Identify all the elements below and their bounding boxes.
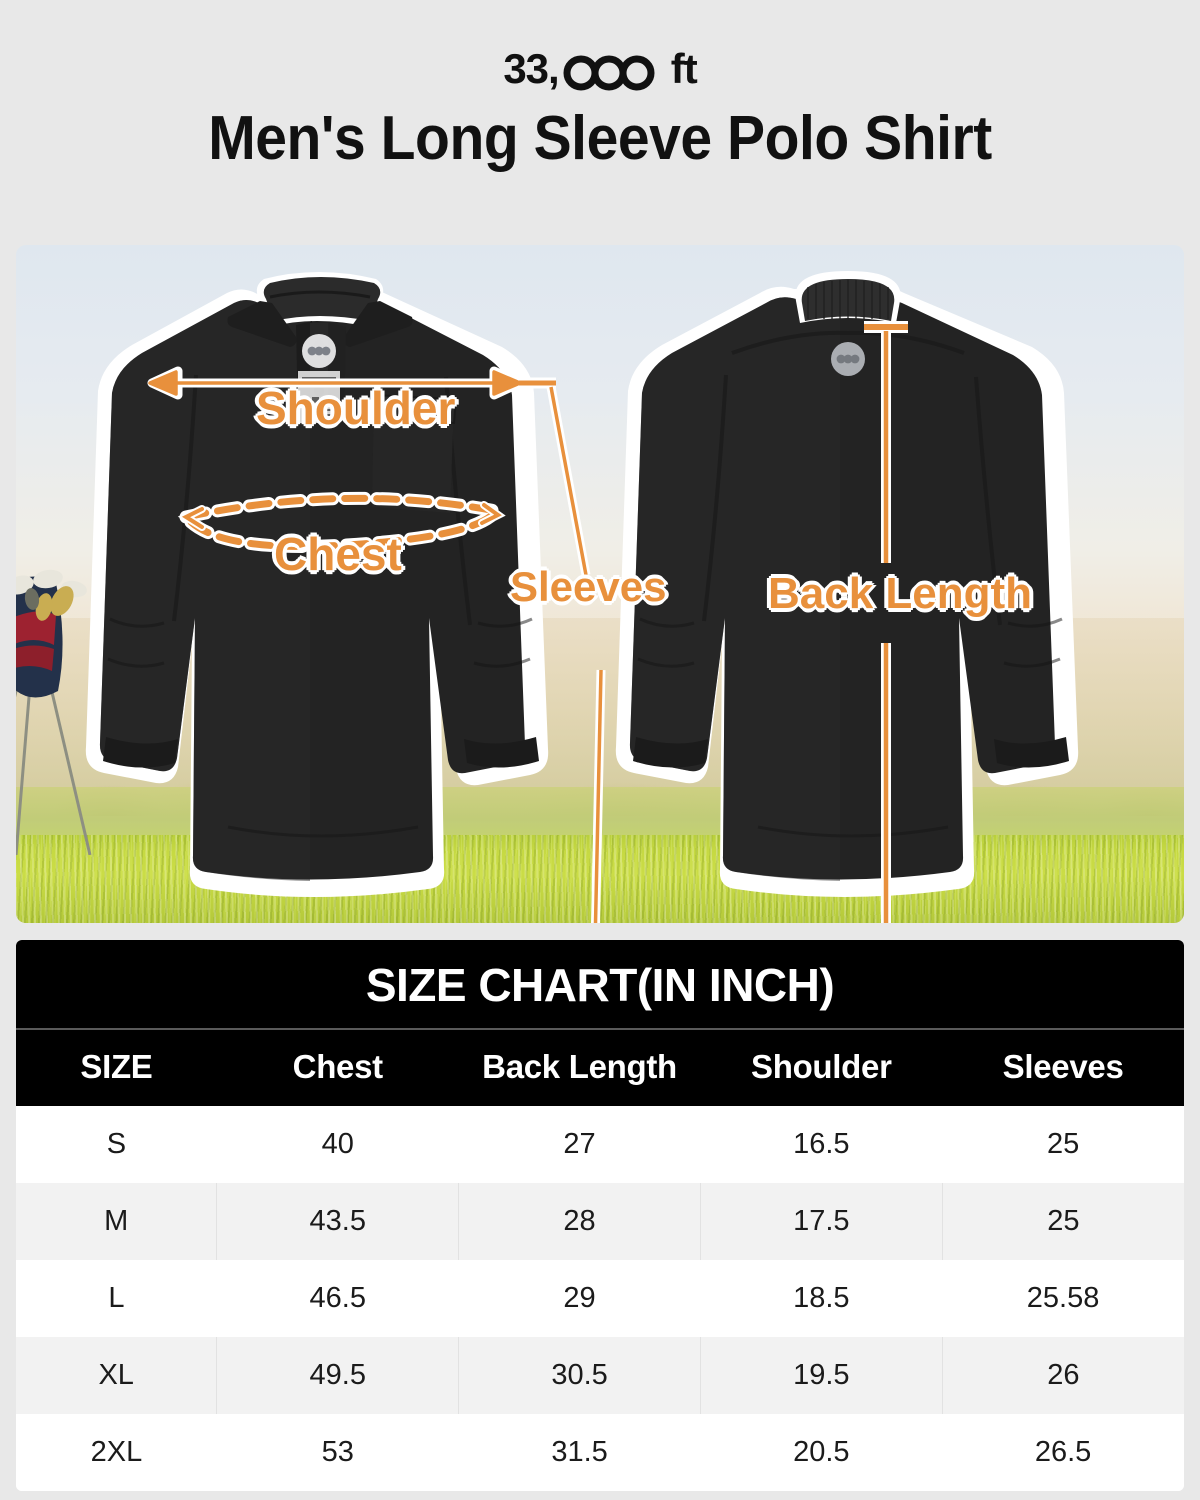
table-row: M 43.5 28 17.5 25 (16, 1183, 1184, 1260)
table-row: 2XL 53 31.5 20.5 26.5 (16, 1414, 1184, 1491)
column-header-sleeves: Sleeves (942, 1028, 1184, 1106)
cell-sleeves: 25 (941, 1183, 1184, 1260)
brand-logo-suffix: ft (670, 45, 698, 92)
cell-chest: 43.5 (216, 1183, 459, 1260)
cell-chest: 49.5 (216, 1337, 459, 1414)
table-row: S 40 27 16.5 25 (16, 1106, 1184, 1183)
column-header-chest: Chest (216, 1028, 459, 1106)
cell-sleeves: 26.5 (942, 1414, 1184, 1491)
table-row: L 46.5 29 18.5 25.58 (16, 1260, 1184, 1337)
cell-chest: 40 (216, 1106, 459, 1183)
size-chart-title: SIZE CHART(IN INCH) (16, 940, 1184, 1028)
cell-back-length: 29 (458, 1260, 701, 1337)
cell-shoulder: 16.5 (700, 1106, 943, 1183)
brand-logo: 33, ft (0, 48, 1200, 96)
cell-shoulder: 18.5 (700, 1260, 943, 1337)
table-row: XL 49.5 30.5 19.5 26 (16, 1337, 1184, 1414)
polo-shirt-front (84, 267, 554, 907)
cell-size: M (16, 1183, 217, 1260)
cell-back-length: 27 (458, 1106, 701, 1183)
cell-sleeves: 26 (941, 1337, 1184, 1414)
cell-back-length: 30.5 (458, 1337, 701, 1414)
size-chart: SIZE CHART(IN INCH) SIZE Chest Back Leng… (16, 940, 1184, 1491)
cell-shoulder: 17.5 (699, 1183, 943, 1260)
column-header-size: SIZE (16, 1028, 217, 1106)
cell-back-length: 28 (458, 1183, 701, 1260)
golf-bag-icon (16, 569, 92, 855)
polo-shirt-back (614, 267, 1084, 907)
cell-sleeves: 25.58 (942, 1260, 1184, 1337)
cell-chest: 53 (216, 1414, 459, 1491)
size-chart-table: SIZE Chest Back Length Shoulder Sleeves … (16, 1028, 1184, 1491)
cell-back-length: 31.5 (458, 1414, 701, 1491)
cell-size: L (16, 1260, 217, 1337)
page-title: Men's Long Sleeve Polo Shirt (208, 104, 992, 173)
brand-logo-zeros-icon (563, 55, 655, 91)
table-header-row: SIZE Chest Back Length Shoulder Sleeves (16, 1028, 1184, 1106)
cell-shoulder: 20.5 (700, 1414, 943, 1491)
column-header-back-length: Back Length (458, 1028, 701, 1106)
cell-size: XL (16, 1337, 217, 1414)
cell-sleeves: 25 (942, 1106, 1184, 1183)
brand-logo-prefix: 33, (503, 45, 559, 92)
cell-size: 2XL (16, 1414, 217, 1491)
cell-chest: 46.5 (216, 1260, 459, 1337)
product-photo-panel: Shoulder Chest Sleeves Back Length (16, 245, 1184, 923)
column-header-shoulder: Shoulder (700, 1028, 943, 1106)
page-header: 33, ft Men's Long Sleeve Polo Shirt (0, 0, 1200, 170)
cell-shoulder: 19.5 (699, 1337, 943, 1414)
cell-size: S (16, 1106, 217, 1183)
